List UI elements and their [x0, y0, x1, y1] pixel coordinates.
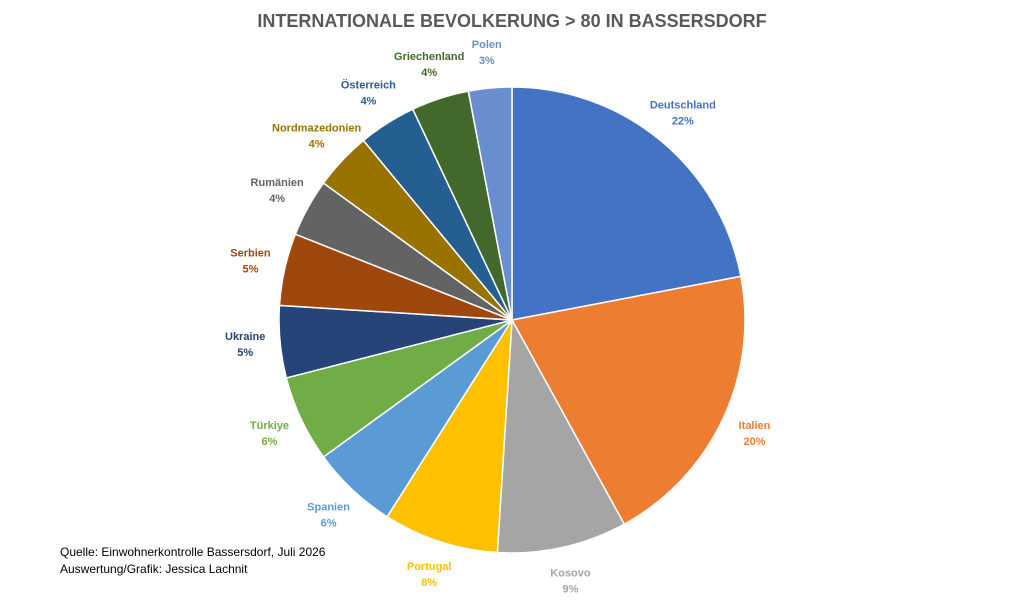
slice-value-label: 5% [243, 263, 259, 275]
slice-value-label: 5% [237, 347, 253, 359]
slice-value-label: 8% [421, 577, 437, 589]
slice-value-label: 6% [321, 517, 337, 529]
pie-slice [467, 86, 513, 321]
slice-value-label: 9% [563, 583, 579, 595]
slice-label: Spanien [307, 501, 350, 513]
author-note: Auswertung/Grafik: Jessica Lachnit [60, 562, 248, 576]
slice-value-label: 6% [262, 436, 278, 448]
slice-value-label: 4% [360, 96, 376, 108]
slice-label: Ukraine [225, 331, 265, 343]
chart-title: INTERNATIONALE BEVOLKERUNG > 80 IN BASSE… [257, 11, 766, 31]
slice-label: Deutschland [650, 99, 716, 111]
slice-value-label: 4% [421, 67, 437, 79]
slice-label: Kosovo [550, 567, 591, 579]
slice-label: Portugal [407, 561, 452, 573]
slice-label: Türkiye [250, 420, 289, 432]
slice-value-label: 20% [743, 436, 765, 448]
slice-label: Griechenland [394, 51, 464, 63]
slice-value-label: 4% [309, 138, 325, 150]
pie-slice [511, 86, 742, 321]
slice-label: Polen [472, 39, 502, 51]
slice-label: Serbien [230, 247, 271, 259]
slice-value-label: 4% [269, 193, 285, 205]
slice-value-label: 3% [479, 55, 495, 67]
slice-label: Nordmazedonien [272, 122, 362, 134]
pie-slice [386, 319, 513, 554]
pie-slice [496, 317, 626, 554]
slice-label: Rumänien [251, 177, 304, 189]
source-note: Quelle: Einwohnerkontrolle Bassersdorf, … [60, 545, 326, 559]
slice-label: Österreich [341, 79, 396, 92]
slice-label: Italien [739, 420, 771, 432]
pie-slice [510, 275, 746, 526]
slice-value-label: 22% [672, 115, 694, 127]
